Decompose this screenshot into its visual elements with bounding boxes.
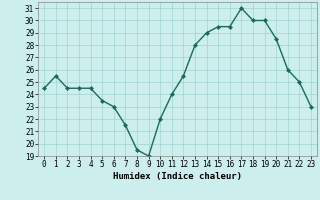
- X-axis label: Humidex (Indice chaleur): Humidex (Indice chaleur): [113, 172, 242, 181]
